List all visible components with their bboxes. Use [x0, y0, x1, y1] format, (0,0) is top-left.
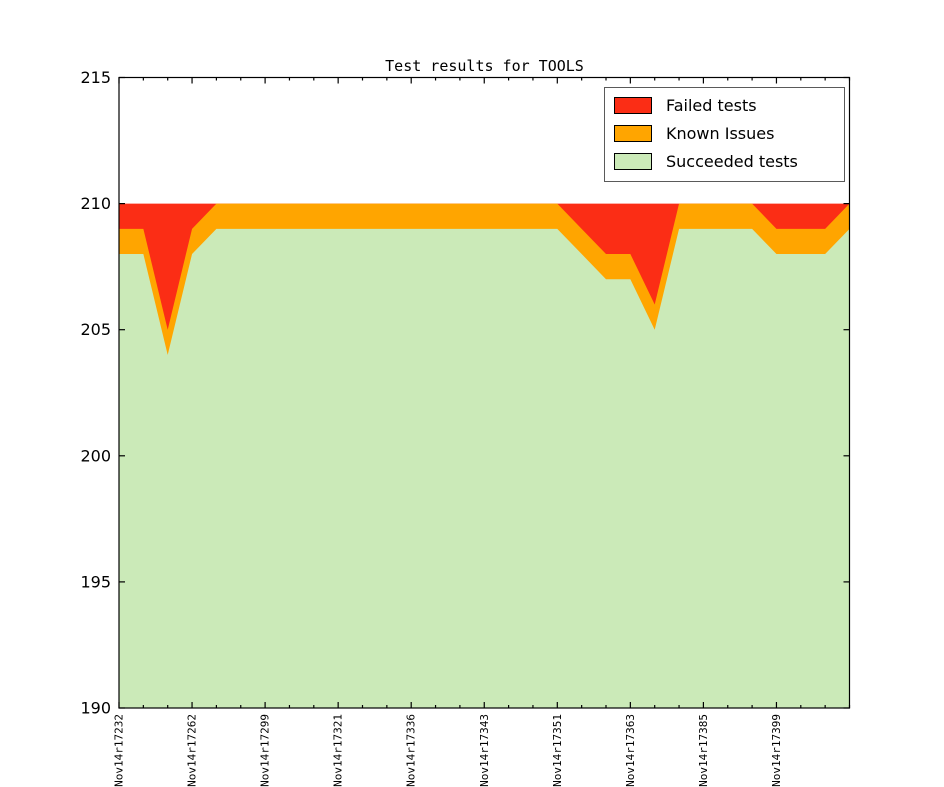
legend-item-succeeded: Succeeded tests	[614, 153, 835, 170]
x-tick-label: 1Nov14r17232	[113, 714, 126, 787]
x-tick-label: 3Nov14r17336	[405, 714, 418, 787]
x-tick-label: 2Nov14r17363	[624, 714, 637, 787]
y-tick-label: 215	[80, 68, 111, 87]
known-issues-label: Known Issues	[666, 124, 775, 143]
legend-item-failed: Failed tests	[614, 97, 835, 114]
x-tick-label: 4Nov14r17262	[186, 714, 199, 787]
x-tick-label: 7Nov14r17299	[259, 714, 272, 787]
failed-tests-label: Failed tests	[666, 96, 757, 115]
succeeded-tests-swatch	[614, 153, 652, 170]
tick-marks	[118, 76, 851, 709]
stacked-areas	[119, 203, 850, 708]
x-tick-label: 5Nov14r17385	[697, 714, 710, 787]
x-tick-label: 8Nov14r17399	[770, 714, 783, 787]
x-tick-label: 5Nov14r17343	[478, 714, 491, 787]
known-issues-swatch	[614, 125, 652, 142]
x-tick-label: 0Nov14r17321	[332, 714, 345, 787]
succeeded-tests-label: Succeeded tests	[666, 152, 798, 171]
y-tick-label: 205	[80, 320, 111, 339]
tick-labels: 1Nov14r17232 4Nov14r17262 7Nov14r17299 0Nov…	[80, 68, 782, 787]
y-tick-label: 190	[80, 699, 111, 718]
y-tick-label: 195	[80, 572, 111, 591]
area-succeeded-tests	[119, 228, 850, 708]
failed-tests-swatch	[614, 97, 652, 114]
x-tick-label: 9Nov14r17351	[551, 714, 564, 787]
legend-item-known-issues: Known Issues	[614, 125, 835, 142]
y-tick-label: 200	[80, 446, 111, 465]
legend: Failed tests Known Issues Succeeded test…	[604, 87, 845, 182]
y-tick-label: 210	[80, 194, 111, 213]
chart-title: Test results for TOOLS	[385, 57, 584, 75]
